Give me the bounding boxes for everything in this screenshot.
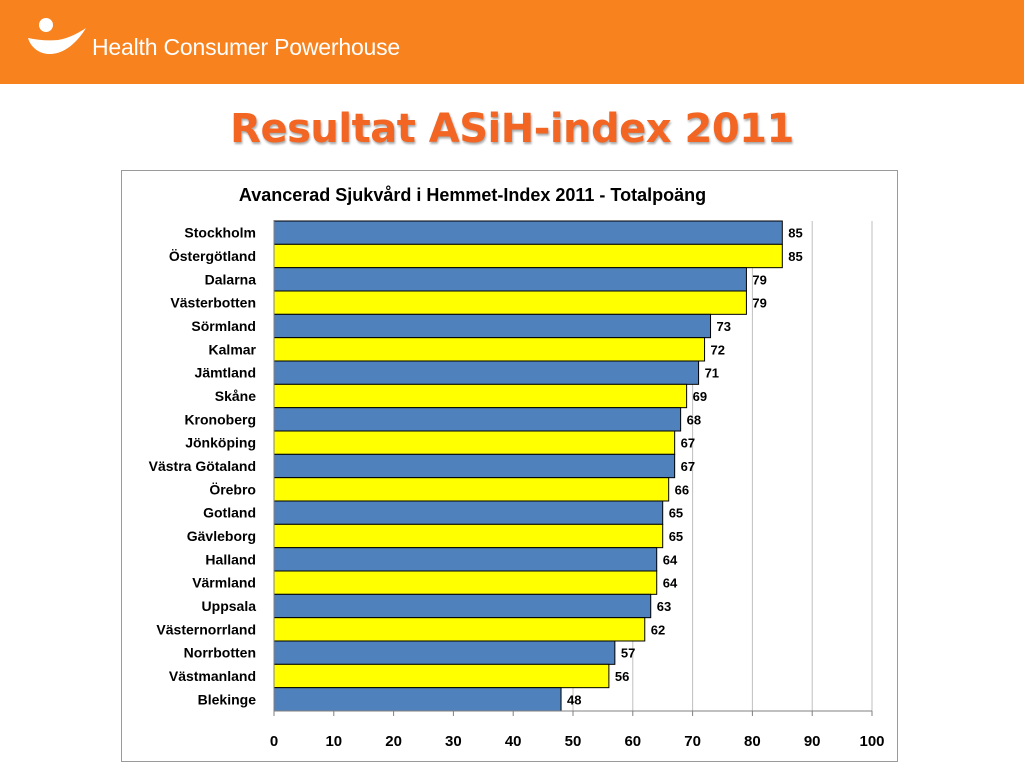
category-label: Västmanland <box>169 668 256 684</box>
data-label: 63 <box>657 599 671 614</box>
category-label: Västerbotten <box>170 295 256 311</box>
x-tick-label: 60 <box>624 733 641 750</box>
data-label: 69 <box>693 389 707 404</box>
category-label: Kalmar <box>209 341 257 357</box>
bar <box>273 663 610 689</box>
x-tick-label: 80 <box>744 733 761 750</box>
bar <box>273 687 562 712</box>
category-label: Norrbotten <box>184 645 256 661</box>
data-label: 73 <box>717 319 731 334</box>
data-label: 72 <box>711 342 725 357</box>
data-label: 85 <box>788 226 802 241</box>
x-tick-label: 10 <box>325 733 342 750</box>
bar <box>273 617 646 642</box>
category-label: Dalarna <box>205 271 257 287</box>
x-tick-label: 90 <box>804 733 821 750</box>
data-label: 68 <box>687 412 701 427</box>
data-label: 71 <box>705 366 719 381</box>
bar <box>273 523 664 549</box>
bar <box>273 593 652 619</box>
category-label: Uppsala <box>202 598 257 614</box>
data-label: 64 <box>663 552 678 567</box>
bar <box>273 220 783 245</box>
category-label: Östergötland <box>169 248 256 264</box>
x-tick-label: 0 <box>270 733 278 750</box>
category-label: Örebro <box>209 481 256 497</box>
bar <box>273 267 747 292</box>
bar <box>273 500 664 525</box>
x-tick-label: 40 <box>505 733 522 750</box>
bar <box>273 640 616 665</box>
header-bar: Health Consumer Powerhouse <box>0 0 1024 84</box>
data-label: 67 <box>681 459 695 474</box>
category-label: Jämtland <box>195 365 256 381</box>
data-label: 57 <box>621 646 635 661</box>
bar <box>273 570 658 595</box>
category-label: Halland <box>205 551 256 567</box>
bar <box>273 313 712 339</box>
bar <box>273 290 747 315</box>
x-tick-label: 100 <box>859 733 884 750</box>
bar <box>273 430 676 455</box>
category-label: Gotland <box>203 505 256 521</box>
bar <box>273 477 670 502</box>
data-label: 64 <box>663 576 678 591</box>
x-tick-label: 30 <box>445 733 462 750</box>
bar <box>273 337 706 362</box>
person-embrace-icon <box>28 18 86 55</box>
category-label: Västernorrland <box>156 621 256 637</box>
data-label: 79 <box>752 296 766 311</box>
data-label: 56 <box>615 669 629 684</box>
category-label: Värmland <box>192 575 256 591</box>
bar <box>273 453 676 479</box>
category-label: Jönköping <box>185 435 256 451</box>
x-tick-label: 50 <box>565 733 582 750</box>
bar <box>273 383 688 409</box>
data-label: 48 <box>567 692 581 707</box>
bar <box>273 547 658 572</box>
bar <box>273 360 700 385</box>
bar <box>273 407 682 432</box>
data-label: 65 <box>669 529 683 544</box>
data-label: 66 <box>675 482 689 497</box>
category-label: Stockholm <box>184 225 256 241</box>
category-label: Gävleborg <box>187 528 256 544</box>
brand-name: Health Consumer Powerhouse <box>92 34 401 60</box>
data-label: 67 <box>681 436 695 451</box>
category-label: Västra Götaland <box>149 458 256 474</box>
bar <box>273 243 783 269</box>
x-tick-label: 20 <box>385 733 402 750</box>
category-label: Kronoberg <box>184 411 256 427</box>
category-label: Skåne <box>215 388 256 404</box>
category-label: Blekinge <box>198 691 257 707</box>
data-label: 85 <box>788 249 802 264</box>
data-label: 62 <box>651 622 665 637</box>
category-label: Sörmland <box>191 318 256 334</box>
data-label: 65 <box>669 506 683 521</box>
x-tick-label: 70 <box>684 733 701 750</box>
data-label: 79 <box>752 272 766 287</box>
slide-title: Resultat ASiH-index 2011 <box>230 106 794 152</box>
chart-title: Avancerad Sjukvård i Hemmet-Index 2011 -… <box>238 185 707 205</box>
